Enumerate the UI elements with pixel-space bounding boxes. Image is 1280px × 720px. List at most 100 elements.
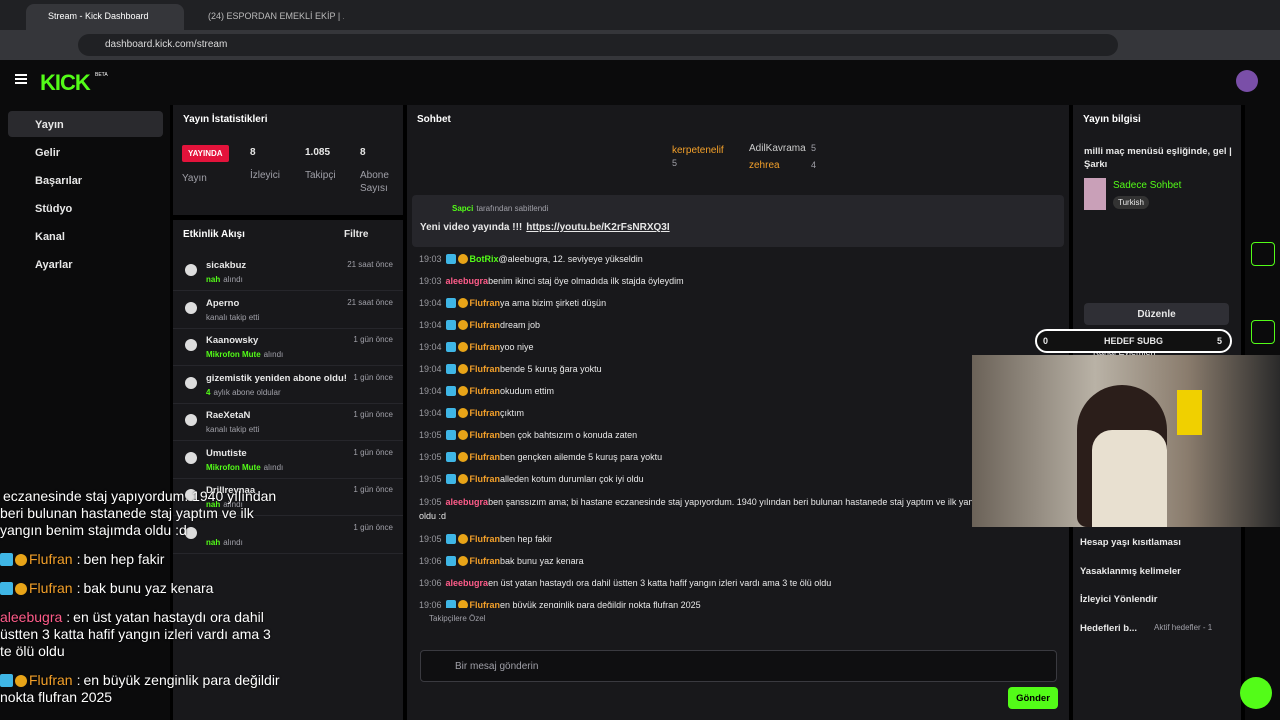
message-time: 19:04 [419,320,442,330]
chat-message: 19:05 Flufranben hep fakir [407,528,1069,550]
pinned-user: Sapci [452,204,474,213]
activity-detail: nah alındı [206,500,243,509]
chat-input[interactable]: Bir mesaj gönderin [420,650,1057,682]
overlay-text: en büyük zenginlik para değildir nokta f… [0,672,280,705]
overlay-user: Flufran [29,672,73,688]
activity-icon [185,526,197,539]
badge [445,386,456,396]
message-user[interactable]: Flufran [469,534,501,544]
top-gifter-count: 5 [672,158,678,168]
logo[interactable]: KICK [40,70,91,95]
badge [445,474,456,484]
message-text: dream job [500,320,541,330]
avatar[interactable] [1236,70,1258,92]
tag: Turkish [1113,196,1149,209]
message-user[interactable]: aleebugra [445,276,489,286]
badge [445,342,456,352]
active-goals: Aktif hedefler - 1 [1154,623,1213,632]
message-user[interactable]: aleebugra [445,497,489,507]
top-gifter-name: AdilKavrama [749,143,806,154]
chat-message: 19:05 Flufranalleden kotum durumları çok … [407,468,1069,490]
chat-message: 19:04 Flufranya ama bizim şirketi düşün [407,292,1069,314]
message-user[interactable]: Flufran [469,342,501,352]
message-user[interactable]: Flufran [469,408,501,418]
message-user[interactable]: Flufran [469,298,501,308]
message-text: ben şanssızım ama; bi hastane eczanesind… [419,497,1050,521]
message-user[interactable]: Flufran [469,430,501,440]
activity-time: 21 saat önce [347,297,393,307]
message-text: en büyük zenginlik para değildir nokta f… [500,600,701,608]
badge [445,320,456,330]
chat-message: 19:04 Flufranbende 5 kuruş ğara yoktu [407,358,1069,380]
filter-button[interactable]: Filtre [344,229,369,240]
chat-message: 19:06 aleebugraen üst yatan hastaydı ora … [407,572,1069,594]
pinned-text: Yeni video yayında !!! https://youtu.be/K… [420,222,670,233]
message-user[interactable]: Flufran [469,600,501,608]
settings-link[interactable]: Hedefleri b... [1080,622,1138,634]
activity-text: alındı [263,462,284,472]
live-label: Yayın [182,173,207,184]
message-user[interactable]: Flufran [469,556,501,566]
activity-item: Drillreynaa nah alındı 1 gün önce [173,479,403,516]
badge [457,386,468,396]
message-user[interactable]: Flufran [469,320,501,330]
message-user[interactable]: Flufran [469,386,501,396]
top-gifter-count: 4 [811,160,817,170]
activity-icon [185,264,197,276]
goal-end: 5 [1216,336,1222,346]
stat-value: 8 [250,147,256,158]
panel-title: Yayın bilgisi [1083,114,1141,125]
url[interactable]: dashboard.kick.com/stream [105,39,228,50]
nav-item[interactable]: Kanal [35,231,65,243]
activity-text: alındı [263,350,284,359]
message-text: ben gençken ailemde 5 kuruş para yoktu [500,452,663,462]
category[interactable]: Sadece Sohbet [1113,180,1182,191]
message-time: 19:04 [419,342,442,352]
pinned-body: Yeni video yayında !!! [420,222,523,233]
chat-panel: Sohbet kerpetenelif 5 AdilKavrama 5 zehrea 4 Sa… [407,105,1069,720]
logo-badge: BETA [95,72,108,78]
message-user[interactable]: Flufran [469,474,501,484]
nav-item[interactable]: Yayın [8,111,163,137]
activity-item: sicakbuz nah alındı 21 saat önce [173,254,403,291]
badge [445,430,456,440]
settings-link[interactable]: Hesap yaşı kısıtlaması [1080,537,1181,548]
activity-text: kanalı takip etti [206,312,260,322]
pinned-header: Sapci tarafından sabitlendi [452,204,548,213]
settings-link[interactable]: Yasaklanmış kelimeler [1080,565,1181,577]
message-text: çıktım [500,408,525,418]
settings-link[interactable]: İzleyici Yönlendir [1080,594,1158,605]
message-text: ben hep fakir [500,534,553,544]
activity-detail: 4 aylık abone oldular [206,388,281,397]
message-user[interactable]: aleebugra [445,578,489,588]
activity-icon [185,489,197,501]
message-user[interactable]: Flufran [469,452,501,462]
stat-label: Takipçi [305,170,336,181]
overlay-text: ben hep fakir [83,551,165,567]
activity-icon [185,376,197,389]
stats-panel: Yayın İstatistikleri YAYINDA Yayın 8 İzleyic… [173,105,403,215]
browser-tab[interactable]: (24) ESPORDAN EMEKLİ EKİP | ... [208,11,344,21]
nav-item[interactable]: Stüdyo [35,203,73,215]
message-user[interactable]: BotRix [469,254,499,264]
browser-tab[interactable]: Stream - Kick Dashboard [26,4,184,30]
nav-item[interactable]: Gelir [35,147,61,159]
message-text: benim ikinci staj öye olmadıda ilk stajd… [488,276,684,286]
badge [445,408,456,418]
pinned-link[interactable]: https://youtu.be/K2rFsNRXQ3I [526,222,670,233]
message-user[interactable]: Flufran [469,364,501,374]
nav-item[interactable]: Başarılar [35,175,83,187]
message-time: 19:06 [419,556,442,566]
activity-user: Aperno [206,297,240,309]
message-time: 19:05 [419,430,442,440]
send-button[interactable]: Gönder [1008,687,1058,709]
activity-highlight: Mikrofon Mute [206,350,261,359]
nav-item[interactable]: Ayarlar [35,259,73,271]
chat-overlay: eczanesinde staj yapıyordum. 1940 yılınd… [0,488,285,718]
badge [15,554,27,566]
activity-detail: nah alındı [206,538,243,547]
edit-button[interactable]: Düzenle [1084,303,1229,325]
activity-text: alındı [223,537,243,547]
goal-bar: 0 HEDEF SUBG 5 [1035,329,1232,353]
activity-highlight: 4 [206,387,211,397]
